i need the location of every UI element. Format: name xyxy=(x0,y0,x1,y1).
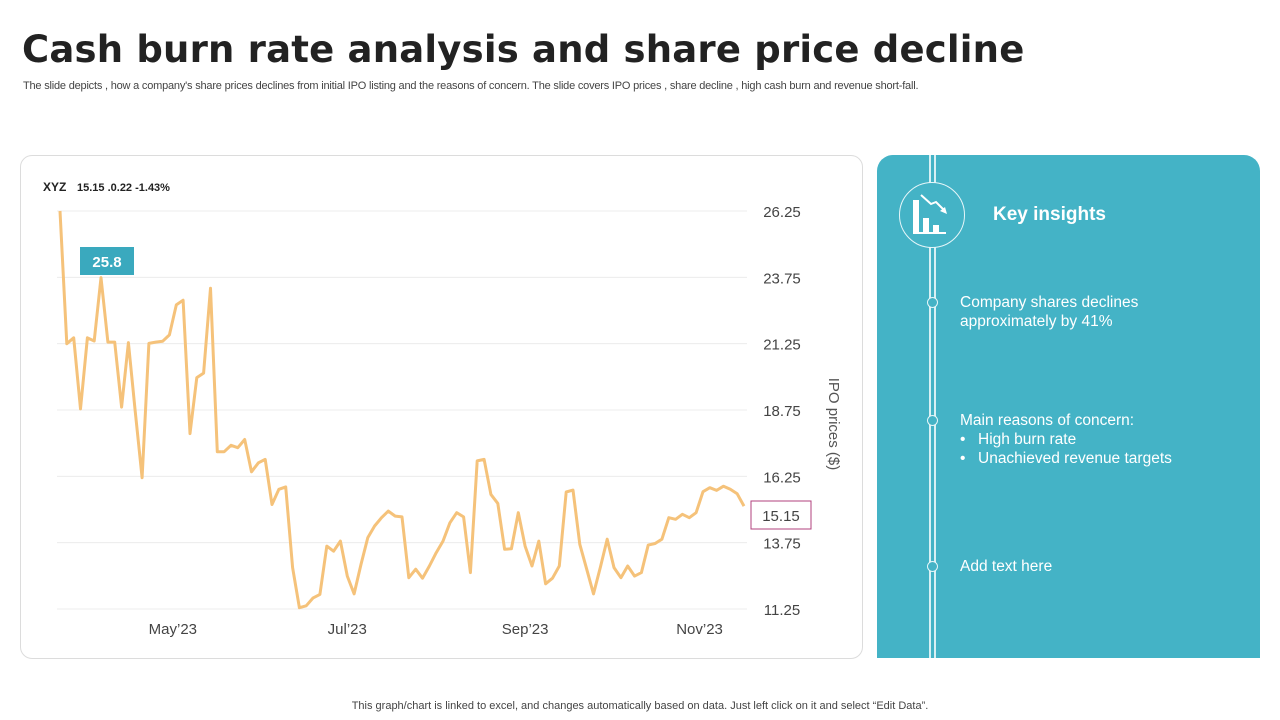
timeline-dot xyxy=(927,415,938,426)
concern-bullet: High burn rate xyxy=(960,430,1172,449)
price-series-line xyxy=(58,210,746,610)
last-price-label: 15.15 xyxy=(762,508,800,525)
x-tick-label: Jul’23 xyxy=(328,621,367,638)
declining-bar-chart-icon xyxy=(899,182,965,248)
y-tick-label: 16.25 xyxy=(763,469,801,486)
y-tick-label: 18.75 xyxy=(763,403,801,420)
concern-bullet: Unachieved revenue targets xyxy=(960,449,1172,468)
footer-note: This graph/chart is linked to excel, and… xyxy=(351,700,929,712)
chart-card[interactable]: XYZ 15.15 .0.22 -1.43% 26.25 23.75 21.25 18… xyxy=(20,155,863,659)
insight-share-decline: Company shares declines approximately by… xyxy=(960,294,1139,330)
insight-concerns: Main reasons of concern: High burn rate … xyxy=(960,411,1172,468)
y-tick-label: 21.25 xyxy=(763,337,801,354)
page-subtitle: The slide depicts , how a company's shar… xyxy=(23,80,919,92)
x-tick-label: Sep’23 xyxy=(502,621,549,638)
peak-label: 25.8 xyxy=(92,254,121,271)
page-title: Cash burn rate analysis and share price … xyxy=(22,28,1025,71)
ticker-label: XYZ xyxy=(43,180,66,194)
concerns-heading: Main reasons of concern: xyxy=(960,412,1135,429)
y-tick-label: 23.75 xyxy=(763,270,801,287)
timeline-dot xyxy=(927,561,938,572)
y-tick-label: 26.25 xyxy=(763,204,801,221)
price-line-chart[interactable]: XYZ 15.15 .0.22 -1.43% 26.25 23.75 21.25 18… xyxy=(21,156,864,659)
x-tick-label: May’23 xyxy=(149,621,197,638)
ticker-stats: 15.15 .0.22 -1.43% xyxy=(77,182,170,194)
timeline-line xyxy=(929,155,931,658)
y-axis-title: IPO prices ($) xyxy=(825,378,842,471)
timeline-line xyxy=(934,155,936,658)
key-insights-title: Key insights xyxy=(993,204,1106,225)
key-insights-panel: Key insights Company shares declines app… xyxy=(877,155,1260,658)
peak-label-box xyxy=(80,247,134,275)
insight-placeholder[interactable]: Add text here xyxy=(960,558,1053,575)
y-tick-label: 11.25 xyxy=(764,602,800,619)
timeline-dot xyxy=(927,297,938,308)
y-tick-label: 13.75 xyxy=(763,536,801,553)
last-price-box xyxy=(750,500,812,530)
x-tick-label: Nov’23 xyxy=(676,621,723,638)
